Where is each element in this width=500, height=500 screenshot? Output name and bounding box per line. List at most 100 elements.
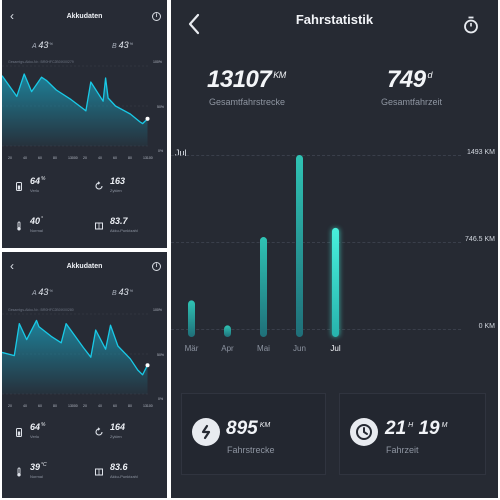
battery-icon (14, 178, 24, 191)
month-time-value: 21 H 19 M (385, 418, 447, 440)
month-distance-value: 895 KM (226, 418, 270, 440)
x-label-Apr[interactable]: Apr (221, 344, 234, 353)
stat-value: 83.6 (110, 462, 128, 472)
chart-area (2, 74, 148, 146)
stat-value: 163 (110, 176, 126, 186)
thermometer-icon (14, 464, 24, 477)
x-label-Jul[interactable]: Jul (330, 344, 340, 353)
cycle-icon (94, 424, 104, 436)
screen-title: Akkudaten (66, 13, 103, 20)
stat-unit: °C (41, 462, 47, 468)
cell-a-unit: % (49, 287, 53, 293)
bar-Mai[interactable] (260, 237, 267, 337)
total-distance-number: 13107 (207, 66, 272, 93)
pct-label-100: 100% (153, 60, 162, 64)
x-label-Jun[interactable]: Jun (293, 344, 306, 353)
current-point (145, 363, 150, 368)
x-tick: 20 (8, 404, 12, 408)
pct-label-50: 50% (157, 353, 165, 357)
cell-b-unit: % (129, 287, 134, 293)
bar-Mär[interactable] (188, 300, 195, 337)
series-line (2, 319, 149, 376)
x-tick: 60 (38, 156, 42, 160)
gridline-mid (171, 242, 461, 243)
gridline-top (171, 155, 461, 156)
stat-value: 83.7 (110, 216, 128, 226)
thermometer-icon (14, 218, 24, 231)
stat-value: 64% (30, 176, 46, 186)
stat-label: Akku-Punktzahl (110, 474, 138, 479)
month-distance-number: 895 (226, 418, 258, 439)
cell-b-letter: B (112, 43, 117, 50)
battery-history-chart (2, 65, 150, 147)
serial-number: Gesamtgs-Akku-Nr.: BR0HFC2B0IX00280 (8, 308, 74, 312)
cell-a: A 43% (32, 40, 53, 50)
x-tick: 20 (83, 156, 87, 160)
bar-Jul[interactable] (332, 227, 339, 337)
x-tick: 40 (23, 404, 27, 408)
pct-label-0: 0% (158, 397, 164, 401)
total-time-value: 749 d (387, 66, 433, 94)
total-time-unit: d (427, 70, 433, 80)
y-label-mid: 746.5 KM (465, 236, 495, 243)
bar-Apr[interactable] (224, 325, 231, 337)
total-distance-value: 13107 KM (207, 66, 286, 94)
month-time-minutes: 19 (418, 418, 440, 439)
back-button[interactable]: ‹ (10, 9, 14, 23)
x-tick: 20 (83, 404, 87, 408)
status-bar (2, 0, 167, 6)
x-tick: 13000 (68, 156, 78, 160)
pct-label-50: 50% (157, 105, 165, 109)
stat-unit: % (41, 176, 46, 182)
x-tick: 80 (53, 156, 57, 160)
month-time-label: Fahrzeit (386, 445, 419, 455)
cell-b: B 43% (112, 287, 133, 297)
info-icon[interactable]: i (152, 262, 161, 271)
page-title: Fahrstatistik (295, 12, 374, 27)
total-distance-label: Gesamtfahrstrecke (209, 97, 286, 107)
cell-a: A 43% (32, 287, 53, 297)
y-label-bottom: 0 KM (478, 323, 495, 330)
battery-screen-bottom: ‹ Akkudaten i A 43% B 43% Gesamtgs-Akku-… (2, 252, 167, 498)
bar-Jun[interactable] (296, 155, 303, 337)
grid-icon (94, 464, 104, 476)
x-tick: 13000 (68, 404, 78, 408)
month-time-hours: 21 (385, 418, 407, 439)
x-label-Mär[interactable]: Mär (185, 344, 199, 353)
x-tick: 60 (38, 404, 42, 408)
cell-a-letter: A (32, 43, 37, 50)
info-icon[interactable]: i (152, 12, 161, 21)
pct-label-100: 100% (153, 308, 162, 312)
battery-screen-top: ‹ Akkudaten i A 43% B 43% Gesamtgs-Akku-… (2, 0, 167, 248)
stat-label: Verlu (30, 434, 40, 439)
stat-value: 64% (30, 422, 46, 432)
cell-a-value: 43 (38, 40, 49, 50)
series-line (2, 73, 148, 125)
month-distance-unit: KM (259, 421, 271, 429)
total-distance-unit: KM (273, 70, 286, 80)
month-time-m-unit: M (441, 421, 448, 429)
route-icon (192, 418, 220, 446)
stat-label: Verlu (30, 188, 40, 193)
battery-icon (14, 424, 24, 437)
month-distance-label: Fahrstrecke (227, 445, 275, 455)
cell-b: B 43% (112, 40, 133, 50)
chart-area (2, 320, 148, 394)
back-button[interactable]: ‹ (10, 259, 14, 273)
battery-history-chart (2, 313, 150, 395)
current-point (145, 116, 150, 121)
cell-b-value: 43 (118, 40, 129, 50)
clock-icon (350, 418, 378, 446)
screen-title: Akkudaten (66, 263, 103, 270)
total-time-number: 749 (387, 66, 426, 93)
stat-unit: % (41, 422, 46, 428)
cell-a-unit: % (49, 40, 53, 46)
cycle-icon (94, 178, 104, 190)
back-button[interactable] (187, 12, 201, 36)
x-label-Mai[interactable]: Mai (257, 344, 270, 353)
cell-b-value: 43 (118, 287, 129, 297)
stat-label: Zyklen (110, 434, 122, 439)
gridline-bottom (171, 329, 461, 330)
x-tick: 80 (128, 156, 132, 160)
stopwatch-icon[interactable] (463, 16, 479, 34)
